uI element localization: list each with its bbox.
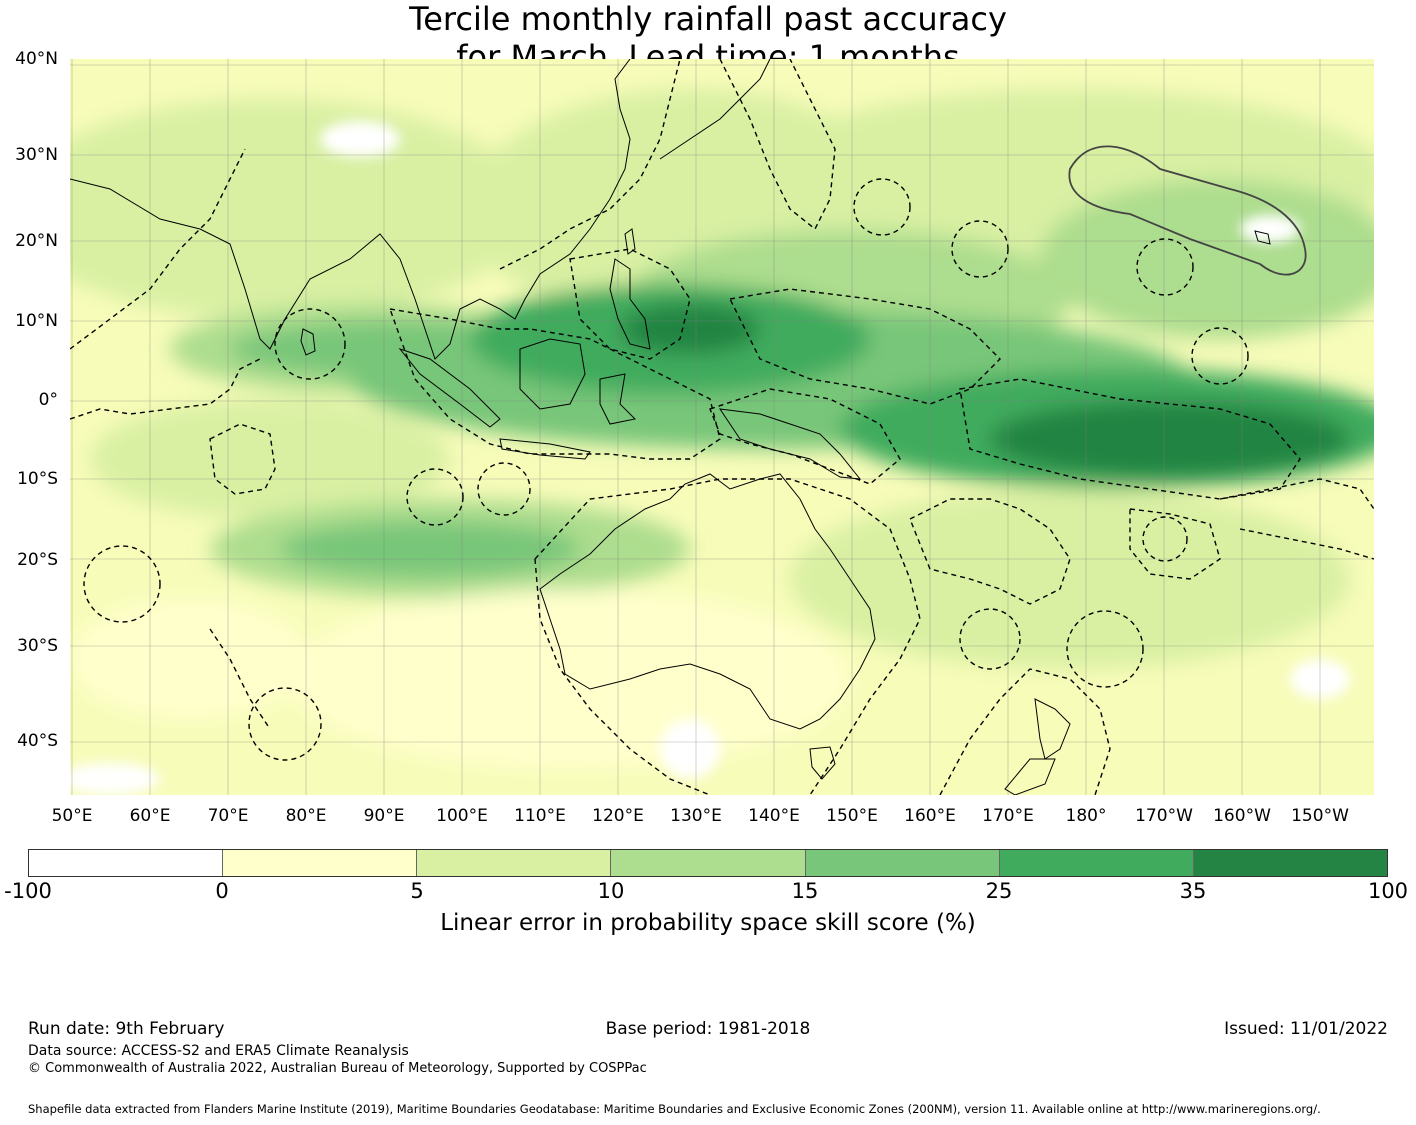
new-guinea-coastline (718, 408, 862, 480)
lon-label-50e: 50°E (51, 806, 93, 826)
run-date: Run date: 9th February (28, 1019, 225, 1039)
eez-vanuatu-fiji (909, 498, 1071, 605)
colorbar-segment-0-5 (223, 850, 418, 876)
eez-mauritius (83, 545, 161, 623)
colorbar-tick-35: 35 (1179, 879, 1207, 903)
colorbar-segment-35-100 (1193, 850, 1387, 876)
sumatra-coastline (398, 347, 501, 428)
lon-label-160w: 160°W (1213, 806, 1271, 826)
lat-label-20n: 20°N (15, 231, 58, 251)
graticule (70, 59, 1374, 795)
colorbar (28, 849, 1388, 877)
eez-china-japan (499, 59, 681, 270)
eez-hawaii (1068, 145, 1307, 276)
lon-label-150e: 150°E (826, 806, 878, 826)
lat-label-20s: 20°S (17, 550, 58, 570)
lat-label-40n: 40°N (15, 49, 58, 69)
lon-label-110e: 110°E (514, 806, 566, 826)
eez-norfolk-island (959, 608, 1021, 670)
eez-kingman-reef (1191, 327, 1249, 385)
colorbar-tick-5: 5 (410, 879, 424, 903)
new-zealand-south-coastline (1004, 758, 1056, 795)
colorbar-segment-5-10 (417, 850, 612, 876)
lon-label-150w: 150°W (1291, 806, 1349, 826)
philippines-coastline (609, 258, 651, 350)
colorbar-segment-25-35 (999, 850, 1194, 876)
eez-marcus-island (853, 178, 911, 236)
eez-japan-east (719, 59, 836, 231)
taiwan-coastline (624, 228, 636, 255)
eez-johnston-atoll (1136, 238, 1194, 296)
borneo-coastline (519, 338, 586, 410)
lon-label-130e: 130°E (670, 806, 722, 826)
lon-label-160e: 160°E (904, 806, 956, 826)
sulawesi-coastline (599, 373, 637, 425)
lon-label-80e: 80°E (285, 806, 327, 826)
eez-australia-west-islands (209, 628, 271, 730)
lon-label-180: 180° (1065, 806, 1107, 826)
japan-coastline (659, 59, 771, 160)
lat-label-30s: 30°S (17, 636, 58, 656)
shapefile-credit: Shapefile data extracted from Flanders M… (28, 1102, 1321, 1116)
map-title-line-1: Tercile monthly rainfall past accuracy (409, 0, 1007, 38)
map-canvas (70, 59, 1374, 795)
eez-cocos-islands (477, 462, 531, 516)
colorbar-tick-100: 100 (1367, 879, 1409, 903)
colorbar-segment-10-15 (611, 850, 806, 876)
lon-label-90e: 90°E (363, 806, 405, 826)
lon-label-120e: 120°E (592, 806, 644, 826)
eez-new-zealand (939, 668, 1111, 795)
copyright: © Commonwealth of Australia 2022, Austra… (28, 1061, 647, 1076)
eez-niue (1142, 516, 1188, 562)
lon-label-170w: 170°W (1135, 806, 1193, 826)
eez-australia (534, 478, 921, 795)
australia-coastline (539, 473, 876, 730)
java-coastline (499, 438, 591, 460)
eez-christmas-island (406, 468, 464, 526)
colorbar-segment-neg100-0 (29, 850, 224, 876)
colorbar-label: Linear error in probability space skill … (440, 910, 976, 936)
lat-label-30n: 30°N (15, 145, 58, 165)
lat-label-10s: 10°S (17, 469, 58, 489)
eez-fsm-marshall (728, 288, 1001, 405)
eez-kermadec (1066, 610, 1144, 688)
colorbar-tick-0: 0 (215, 879, 229, 903)
eez-amsterdam-island (248, 687, 322, 761)
eez-kiribati-tuvalu (959, 378, 1301, 500)
eez-sri-lanka (274, 308, 346, 380)
colorbar-tick-neg100: -100 (4, 879, 52, 903)
eez-wake-island (951, 220, 1009, 278)
hawaii-coastline (1254, 230, 1271, 245)
eez-french-polynesia (1219, 478, 1374, 560)
lat-label-10n: 10°N (15, 311, 58, 331)
data-source: Data source: ACCESS-S2 and ERA5 Climate … (28, 1043, 409, 1059)
lon-label-170e: 170°E (982, 806, 1034, 826)
eez-india-arabia (70, 148, 261, 420)
colorbar-tick-15: 15 (791, 879, 819, 903)
lat-label-40s: 40°S (17, 731, 58, 751)
eez-boundaries (70, 59, 1374, 795)
eez-philippines (569, 248, 691, 360)
new-zealand-north-coastline (1034, 698, 1071, 760)
lon-label-140e: 140°E (748, 806, 800, 826)
colorbar-tick-10: 10 (597, 879, 625, 903)
lon-label-100e: 100°E (436, 806, 488, 826)
eez-maldives-chagos (209, 423, 276, 495)
skill-score-map (70, 59, 1374, 795)
sri-lanka-coastline (300, 328, 316, 356)
lat-label-equator: 0° (38, 390, 58, 410)
tasmania-coastline (809, 746, 836, 780)
base-period: Base period: 1981-2018 (605, 1019, 811, 1039)
lon-label-70e: 70°E (207, 806, 249, 826)
eez-papua-new-guinea (709, 388, 901, 485)
lon-label-60e: 60°E (129, 806, 171, 826)
coastlines (70, 59, 1271, 795)
eez-cook-islands (1129, 508, 1221, 580)
issued-date: Issued: 11/01/2022 (1224, 1019, 1388, 1039)
asia-mainland-coastline (70, 59, 631, 360)
colorbar-segment-15-25 (805, 850, 1000, 876)
eez-indonesia (388, 308, 721, 460)
colorbar-tick-25: 25 (985, 879, 1013, 903)
